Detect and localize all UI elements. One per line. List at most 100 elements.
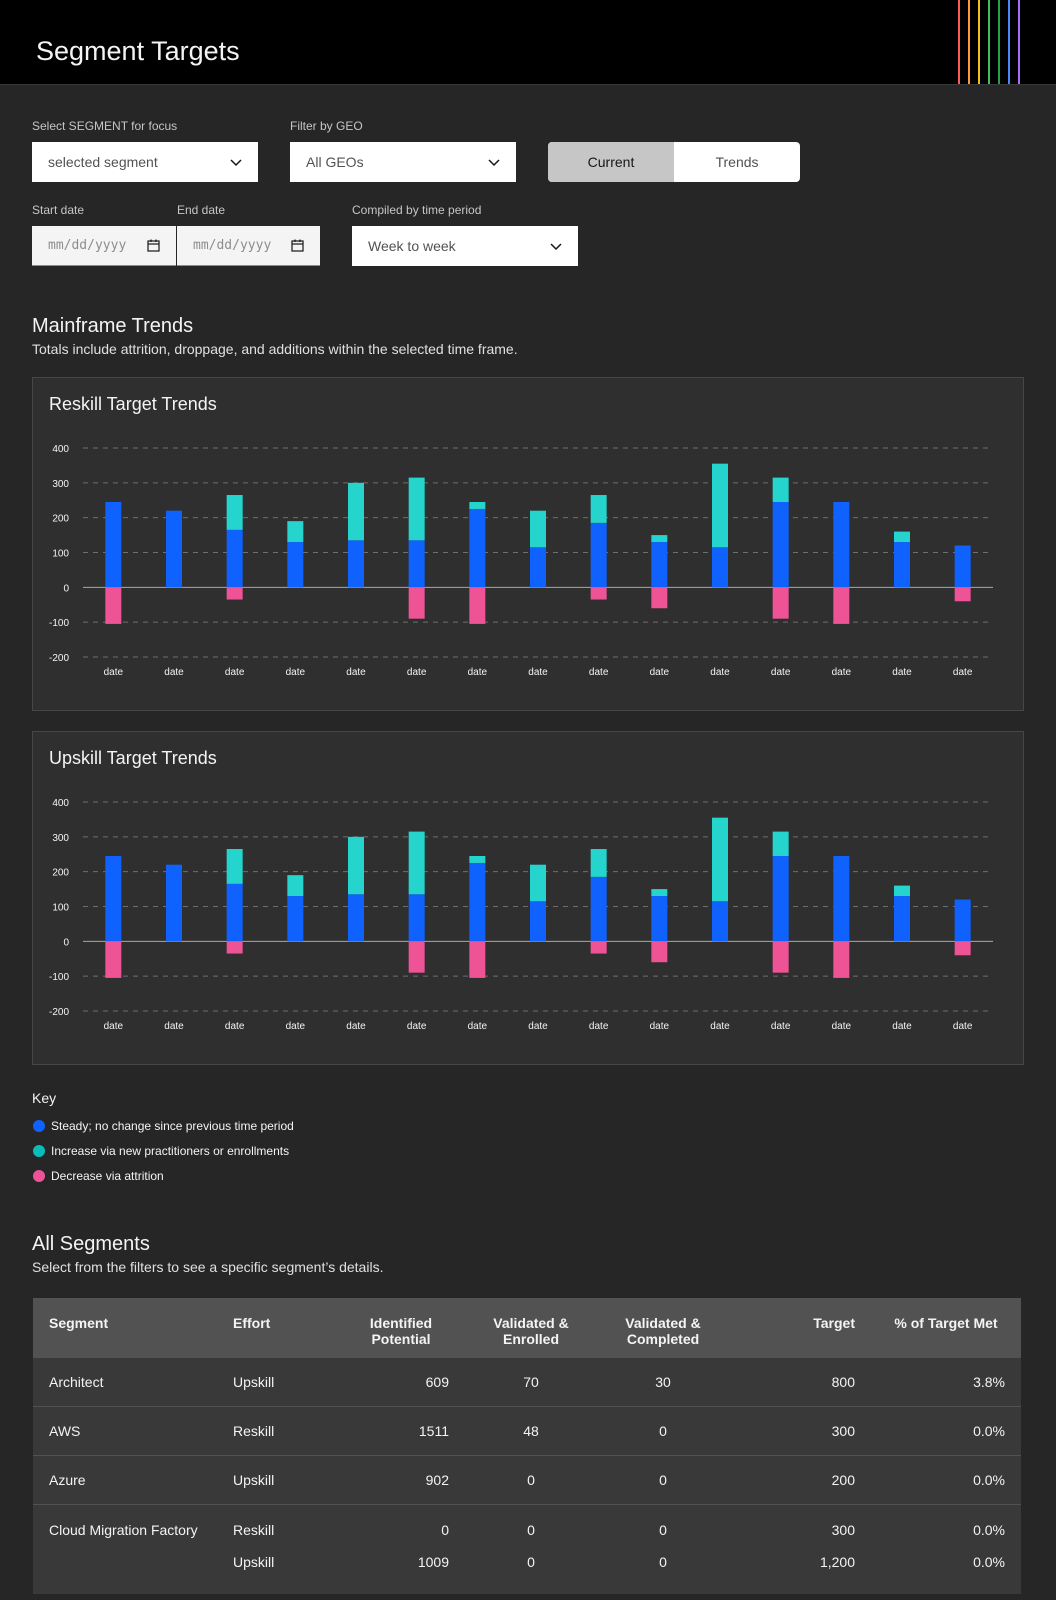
bar-increase[interactable] — [287, 875, 304, 897]
bar-increase[interactable] — [590, 495, 607, 523]
bar-increase[interactable] — [894, 885, 910, 897]
bar-decrease[interactable] — [408, 941, 425, 973]
top-bar: Segment Targets — [0, 0, 1056, 85]
bar-steady[interactable] — [408, 540, 425, 588]
bar-decrease[interactable] — [469, 587, 486, 624]
bar-steady[interactable] — [226, 529, 243, 588]
bar-decrease[interactable] — [954, 941, 971, 956]
bar-increase[interactable] — [226, 849, 243, 884]
bar-increase[interactable] — [408, 831, 425, 895]
bar-steady[interactable] — [651, 896, 668, 942]
bar-steady[interactable] — [651, 542, 668, 588]
bar-steady[interactable] — [166, 864, 182, 942]
toggle-trends[interactable]: Trends — [715, 154, 759, 170]
bar-decrease[interactable] — [954, 587, 971, 602]
segment-select-label: Select SEGMENT for focus — [32, 119, 178, 133]
x-tick-label: date — [164, 667, 184, 678]
y-tick-label: 0 — [63, 583, 69, 594]
bar-steady[interactable] — [772, 501, 789, 588]
bar-increase[interactable] — [530, 864, 546, 902]
bar-decrease[interactable] — [833, 587, 850, 624]
table-row[interactable]: Azure Upskill 902 0 0 200 0.0% — [33, 1455, 1021, 1505]
cell-segment: Architect — [33, 1357, 217, 1407]
bar-increase[interactable] — [894, 531, 910, 543]
bar-decrease[interactable] — [651, 941, 668, 963]
bar-steady[interactable] — [166, 510, 182, 588]
bar-steady[interactable] — [469, 508, 486, 588]
bar-steady[interactable] — [287, 896, 304, 942]
bar-increase[interactable] — [348, 482, 364, 541]
bar-steady[interactable] — [530, 901, 546, 942]
col-pct-target-met[interactable]: % of Target Met — [871, 1298, 1021, 1358]
bar-decrease[interactable] — [651, 587, 668, 609]
bar-increase[interactable] — [469, 855, 486, 863]
bar-steady[interactable] — [833, 855, 850, 942]
table-row[interactable]: Cloud Migration Factory Reskill Upskill 0… — [33, 1504, 1021, 1594]
col-effort[interactable]: Effort — [217, 1298, 337, 1358]
bar-decrease[interactable] — [590, 941, 607, 954]
bar-steady[interactable] — [287, 542, 304, 588]
bar-steady[interactable] — [772, 855, 789, 942]
cell-segment: AWS — [33, 1406, 217, 1456]
col-segment[interactable]: Segment — [33, 1298, 217, 1358]
col-validated-completed[interactable]: Validated & Completed — [597, 1298, 729, 1358]
toggle-current[interactable]: Current — [548, 142, 674, 182]
bar-decrease[interactable] — [105, 941, 122, 978]
bar-decrease[interactable] — [408, 587, 425, 619]
bar-decrease[interactable] — [469, 941, 486, 978]
bar-increase[interactable] — [287, 521, 304, 543]
period-select[interactable]: Week to week — [352, 226, 578, 266]
bar-decrease[interactable] — [590, 587, 607, 600]
bar-steady[interactable] — [348, 894, 364, 942]
bar-steady[interactable] — [590, 876, 607, 942]
legend-dot-icon — [33, 1144, 45, 1157]
segment-select[interactable]: selected segment — [32, 142, 258, 182]
bar-steady[interactable] — [348, 540, 364, 588]
bar-increase[interactable] — [408, 477, 425, 541]
bar-steady[interactable] — [530, 547, 546, 588]
bar-steady[interactable] — [590, 522, 607, 588]
cell-potential: 902 — [337, 1455, 465, 1505]
bar-steady[interactable] — [226, 883, 243, 942]
bar-increase[interactable] — [651, 889, 668, 897]
bar-increase[interactable] — [772, 831, 789, 856]
bar-steady[interactable] — [469, 862, 486, 942]
bar-decrease[interactable] — [226, 941, 243, 954]
col-validated-enrolled[interactable]: Validated & Enrolled — [465, 1298, 597, 1358]
bar-decrease[interactable] — [833, 941, 850, 978]
bar-increase[interactable] — [348, 836, 364, 895]
bar-increase[interactable] — [772, 477, 789, 502]
bar-decrease[interactable] — [226, 587, 243, 600]
period-select-value: Week to week — [368, 238, 456, 254]
end-date-input[interactable]: mm/dd/yyyy — [177, 226, 320, 266]
geo-select[interactable]: All GEOs — [290, 142, 516, 182]
bar-increase[interactable] — [712, 463, 728, 548]
bar-steady[interactable] — [894, 896, 910, 942]
table-row[interactable]: AWS Reskill 1511 48 0 300 0.0% — [33, 1406, 1021, 1456]
start-date-input[interactable]: mm/dd/yyyy — [32, 226, 176, 266]
bar-steady[interactable] — [408, 894, 425, 942]
bar-steady[interactable] — [712, 901, 728, 942]
bar-steady[interactable] — [105, 501, 122, 588]
bar-decrease[interactable] — [772, 941, 789, 973]
table-row[interactable]: Architect Upskill 609 70 30 800 3.8% — [33, 1357, 1021, 1407]
x-tick-label: date — [468, 1021, 488, 1032]
col-identified-potential[interactable]: Identified Potential — [337, 1298, 465, 1358]
col-target[interactable]: Target — [729, 1298, 871, 1358]
bar-increase[interactable] — [469, 501, 486, 509]
bar-steady[interactable] — [833, 501, 850, 588]
bar-decrease[interactable] — [105, 587, 122, 624]
bar-steady[interactable] — [954, 899, 971, 942]
bar-steady[interactable] — [894, 542, 910, 588]
calendar-icon[interactable] — [291, 239, 304, 252]
bar-increase[interactable] — [226, 495, 243, 530]
bar-increase[interactable] — [530, 510, 546, 548]
calendar-icon[interactable] — [147, 239, 160, 252]
bar-increase[interactable] — [651, 535, 668, 543]
bar-decrease[interactable] — [772, 587, 789, 619]
bar-steady[interactable] — [105, 855, 122, 942]
bar-increase[interactable] — [712, 817, 728, 902]
bar-increase[interactable] — [590, 849, 607, 877]
bar-steady[interactable] — [712, 547, 728, 588]
bar-steady[interactable] — [954, 545, 971, 588]
